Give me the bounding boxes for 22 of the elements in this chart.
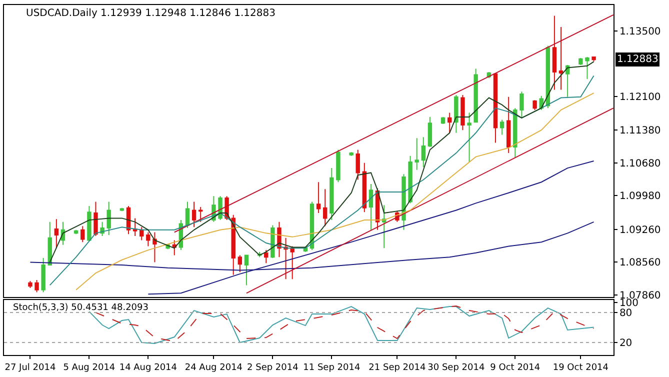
x-tick-label: 11 Sep 2014 bbox=[303, 362, 360, 373]
y-tick-label: 1.12100 bbox=[619, 92, 661, 103]
x-tick-label: 2 Sep 2014 bbox=[247, 362, 299, 373]
x-tick-label: 14 Aug 2014 bbox=[119, 362, 178, 373]
y-tick-label: 20 bbox=[619, 338, 632, 350]
x-tick-label: 19 Oct 2014 bbox=[552, 362, 609, 373]
annotation: 1.12883 bbox=[617, 54, 658, 65]
y-tick-label: 80 bbox=[619, 308, 632, 320]
y-tick-label: 1.09260 bbox=[619, 224, 661, 236]
x-tick-label: 5 Aug 2014 bbox=[63, 362, 116, 373]
x-tick-label: 24 Aug 2014 bbox=[184, 362, 243, 373]
chart-title: USDCAD.Daily 1.12939 1.12948 1.12846 1.12883 bbox=[26, 8, 276, 19]
x-tick-label: 9 Oct 2014 bbox=[490, 362, 540, 373]
x-tick-label: 21 Sep 2014 bbox=[368, 362, 426, 373]
y-tick-label: 1.11380 bbox=[619, 126, 661, 137]
x-tick-label: 27 Jul 2014 bbox=[4, 362, 56, 373]
y-tick-label: 1.10680 bbox=[619, 158, 661, 170]
x-tick-label: 30 Sep 2014 bbox=[428, 362, 485, 373]
y-tick-label: 1.09980 bbox=[619, 191, 661, 202]
chart-title: Stoch(5,3,3) 50.4531 48.2093 bbox=[13, 303, 148, 313]
y-tick-label: 1.08560 bbox=[619, 258, 661, 269]
y-tick-label: 1.13500 bbox=[619, 26, 661, 38]
